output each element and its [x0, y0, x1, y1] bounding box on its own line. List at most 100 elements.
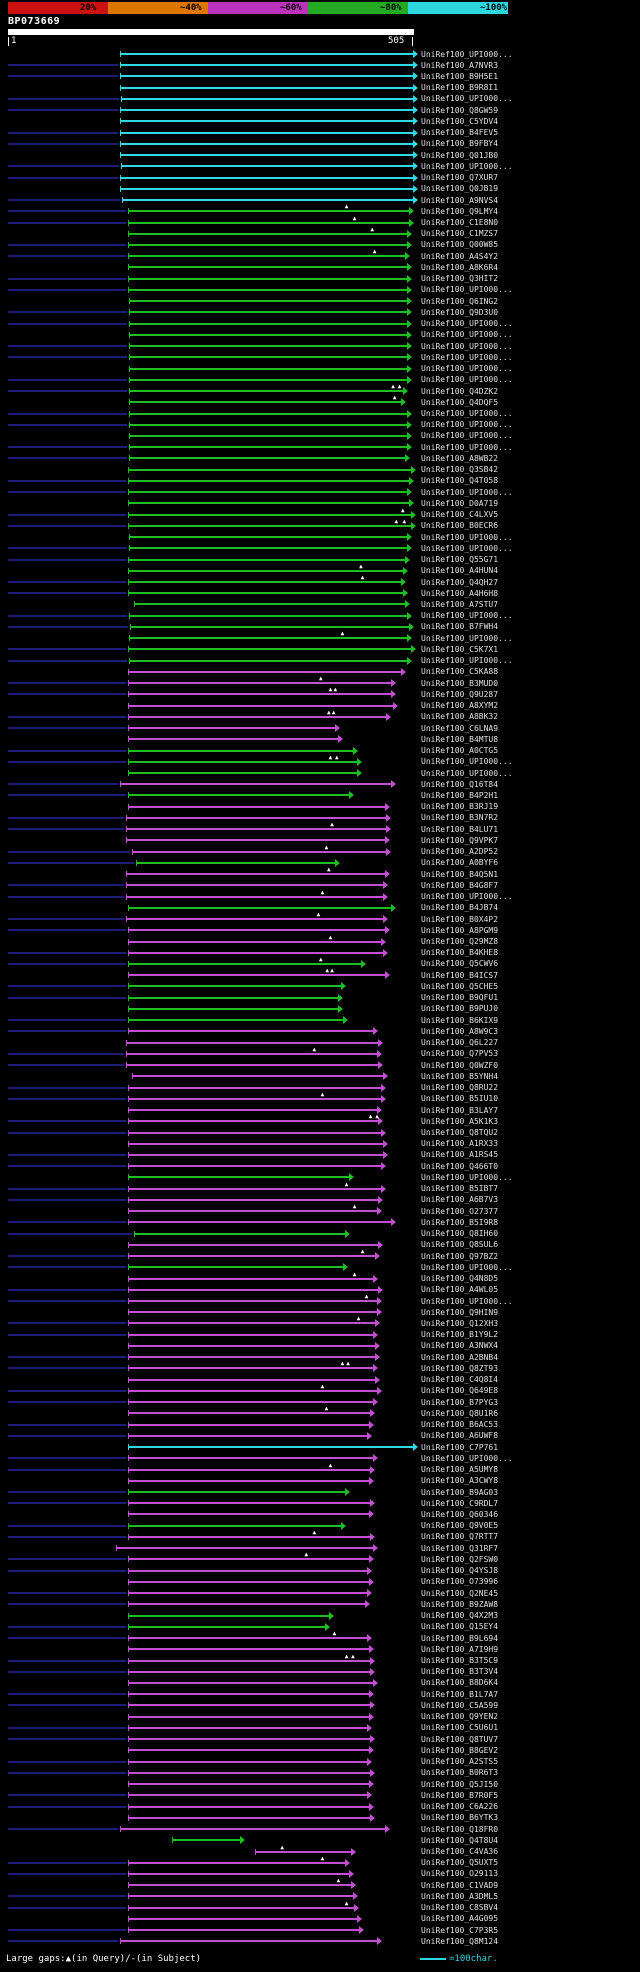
- hit-label[interactable]: UniRef100_Q29MZ8: [421, 937, 499, 947]
- hit-bar[interactable]: [127, 959, 366, 968]
- hit-bar[interactable]: [127, 712, 392, 721]
- hit-bar[interactable]: [126, 1049, 382, 1058]
- hit-bar[interactable]: [127, 510, 417, 519]
- hit-bar[interactable]: [127, 1117, 384, 1126]
- hit-bar[interactable]: [119, 1825, 390, 1834]
- hit-bar[interactable]: [171, 1836, 246, 1845]
- hit-label[interactable]: UniRef100_B1L7A7: [421, 1689, 499, 1699]
- hit-label[interactable]: UniRef100_UPI000...: [421, 94, 513, 104]
- hit-label[interactable]: UniRef100_Q01JB0: [421, 150, 499, 160]
- hit-bar[interactable]: [127, 667, 406, 676]
- hit-bar[interactable]: [127, 1802, 374, 1811]
- hit-bar[interactable]: [127, 1914, 362, 1923]
- hit-bar[interactable]: [127, 1634, 373, 1643]
- hit-label[interactable]: UniRef100_A6B7V3: [421, 1195, 499, 1205]
- hit-label[interactable]: UniRef100_C4LXV5: [421, 510, 499, 520]
- hit-bar[interactable]: [127, 690, 397, 699]
- hit-bar[interactable]: [127, 1768, 376, 1777]
- hit-bar[interactable]: [127, 521, 417, 530]
- hit-label[interactable]: UniRef100_A8BK32: [421, 712, 499, 722]
- hit-label[interactable]: UniRef100_Q4DQF5: [421, 397, 499, 407]
- hit-bar[interactable]: [127, 1375, 381, 1384]
- hit-label[interactable]: UniRef100_B4MTU8: [421, 734, 499, 744]
- hit-label[interactable]: UniRef100_C1E8N0: [421, 218, 499, 228]
- hit-bar[interactable]: [131, 1072, 389, 1081]
- hit-label[interactable]: UniRef100_Q4DZK2: [421, 386, 499, 396]
- hit-label[interactable]: UniRef100_A8WB22: [421, 453, 499, 463]
- hit-label[interactable]: UniRef100_A4S4Y2: [421, 251, 499, 261]
- hit-bar[interactable]: [119, 50, 418, 58]
- hit-bar[interactable]: [127, 1274, 378, 1283]
- hit-bar[interactable]: [127, 274, 413, 283]
- hit-bar[interactable]: [127, 1184, 386, 1193]
- hit-bar[interactable]: [129, 342, 413, 351]
- hit-bar[interactable]: [127, 555, 410, 564]
- hit-label[interactable]: UniRef100_B5IU10: [421, 1094, 499, 1104]
- hit-label[interactable]: UniRef100_UPI000...: [421, 352, 513, 362]
- hit-label[interactable]: UniRef100_Q8SUL6: [421, 1240, 499, 1250]
- hit-label[interactable]: UniRef100_B7PYG3: [421, 1397, 499, 1407]
- hit-bar[interactable]: [127, 1510, 374, 1519]
- hit-label[interactable]: UniRef100_UPI000...: [421, 1172, 513, 1182]
- hit-bar[interactable]: [129, 364, 413, 373]
- hit-label[interactable]: UniRef100_UPI000...: [421, 611, 513, 621]
- hit-label[interactable]: UniRef100_Q3HIT2: [421, 274, 499, 284]
- hit-bar[interactable]: [127, 1476, 374, 1485]
- hit-label[interactable]: UniRef100_C5A599: [421, 1700, 499, 1710]
- hit-bar[interactable]: [127, 937, 386, 946]
- hit-bar[interactable]: [119, 1937, 382, 1946]
- hit-bar[interactable]: [115, 1544, 378, 1553]
- hit-bar[interactable]: [127, 1319, 381, 1328]
- hit-bar[interactable]: [119, 83, 418, 92]
- hit-bar[interactable]: [254, 1847, 357, 1856]
- hit-bar[interactable]: [127, 1443, 418, 1452]
- hit-bar[interactable]: [127, 982, 346, 991]
- hit-bar[interactable]: [127, 1622, 330, 1631]
- hit-bar[interactable]: [127, 926, 390, 935]
- hit-label[interactable]: UniRef100_A4WL05: [421, 1285, 499, 1295]
- hit-label[interactable]: UniRef100_B4G8F7: [421, 880, 499, 890]
- hit-label[interactable]: UniRef100_A8W9C3: [421, 1026, 499, 1036]
- hit-bar[interactable]: [119, 117, 418, 126]
- hit-label[interactable]: UniRef100_Q31RF7: [421, 1543, 499, 1553]
- hit-label[interactable]: UniRef100_UPI000...: [421, 285, 513, 295]
- hit-bar[interactable]: [129, 431, 413, 440]
- hit-label[interactable]: UniRef100_UPI000...: [421, 409, 513, 418]
- hit-bar[interactable]: [127, 735, 344, 744]
- hit-label[interactable]: UniRef100_B3T3V4: [421, 1667, 499, 1677]
- hit-bar[interactable]: [129, 398, 406, 407]
- hit-label[interactable]: UniRef100_Q2FSW0: [421, 1554, 499, 1564]
- hit-label[interactable]: UniRef100_C7P3R5: [421, 1925, 499, 1935]
- hit-label[interactable]: UniRef100_UPI000...: [421, 633, 513, 643]
- hit-label[interactable]: UniRef100_Q5UXT5: [421, 1858, 499, 1868]
- hit-label[interactable]: UniRef100_B5IBT7: [421, 1184, 499, 1194]
- hit-label[interactable]: UniRef100_C5K7X1: [421, 644, 499, 654]
- hit-bar[interactable]: [129, 544, 413, 553]
- hit-label[interactable]: UniRef100_B4JB74: [421, 903, 499, 913]
- hit-bar[interactable]: [127, 724, 341, 733]
- hit-bar[interactable]: [127, 1600, 370, 1609]
- hit-bar[interactable]: [119, 780, 397, 789]
- hit-bar[interactable]: [127, 1701, 376, 1710]
- hit-label[interactable]: UniRef100_Q9D3U0: [421, 307, 499, 317]
- hit-label[interactable]: UniRef100_B4Q5N1: [421, 869, 499, 879]
- hit-label[interactable]: UniRef100_Q9VPK7: [421, 835, 499, 845]
- hit-label[interactable]: UniRef100_Q8TUV7: [421, 1734, 499, 1744]
- hit-label[interactable]: UniRef100_A8PGM9: [421, 925, 499, 935]
- hit-bar[interactable]: [127, 1858, 350, 1867]
- hit-label[interactable]: UniRef100_Q7PV53: [421, 1049, 499, 1059]
- hit-bar[interactable]: [127, 1611, 334, 1620]
- hit-bar[interactable]: [127, 1308, 382, 1317]
- hit-label[interactable]: UniRef100_Q4YSJ8: [421, 1566, 499, 1576]
- hit-bar[interactable]: [127, 1488, 350, 1496]
- hit-bar[interactable]: [126, 870, 390, 879]
- hit-bar[interactable]: [127, 1903, 360, 1912]
- hit-label[interactable]: UniRef100_A9NVS4: [421, 195, 499, 205]
- hit-label[interactable]: UniRef100_B6KIX9: [421, 1015, 499, 1025]
- hit-bar[interactable]: [127, 499, 414, 508]
- hit-bar[interactable]: [127, 252, 410, 261]
- hit-bar[interactable]: [129, 353, 413, 362]
- hit-label[interactable]: UniRef100_C6LNA9: [421, 723, 499, 733]
- hit-label[interactable]: UniRef100_A4HUN4: [421, 566, 499, 576]
- hit-bar[interactable]: [127, 1431, 373, 1440]
